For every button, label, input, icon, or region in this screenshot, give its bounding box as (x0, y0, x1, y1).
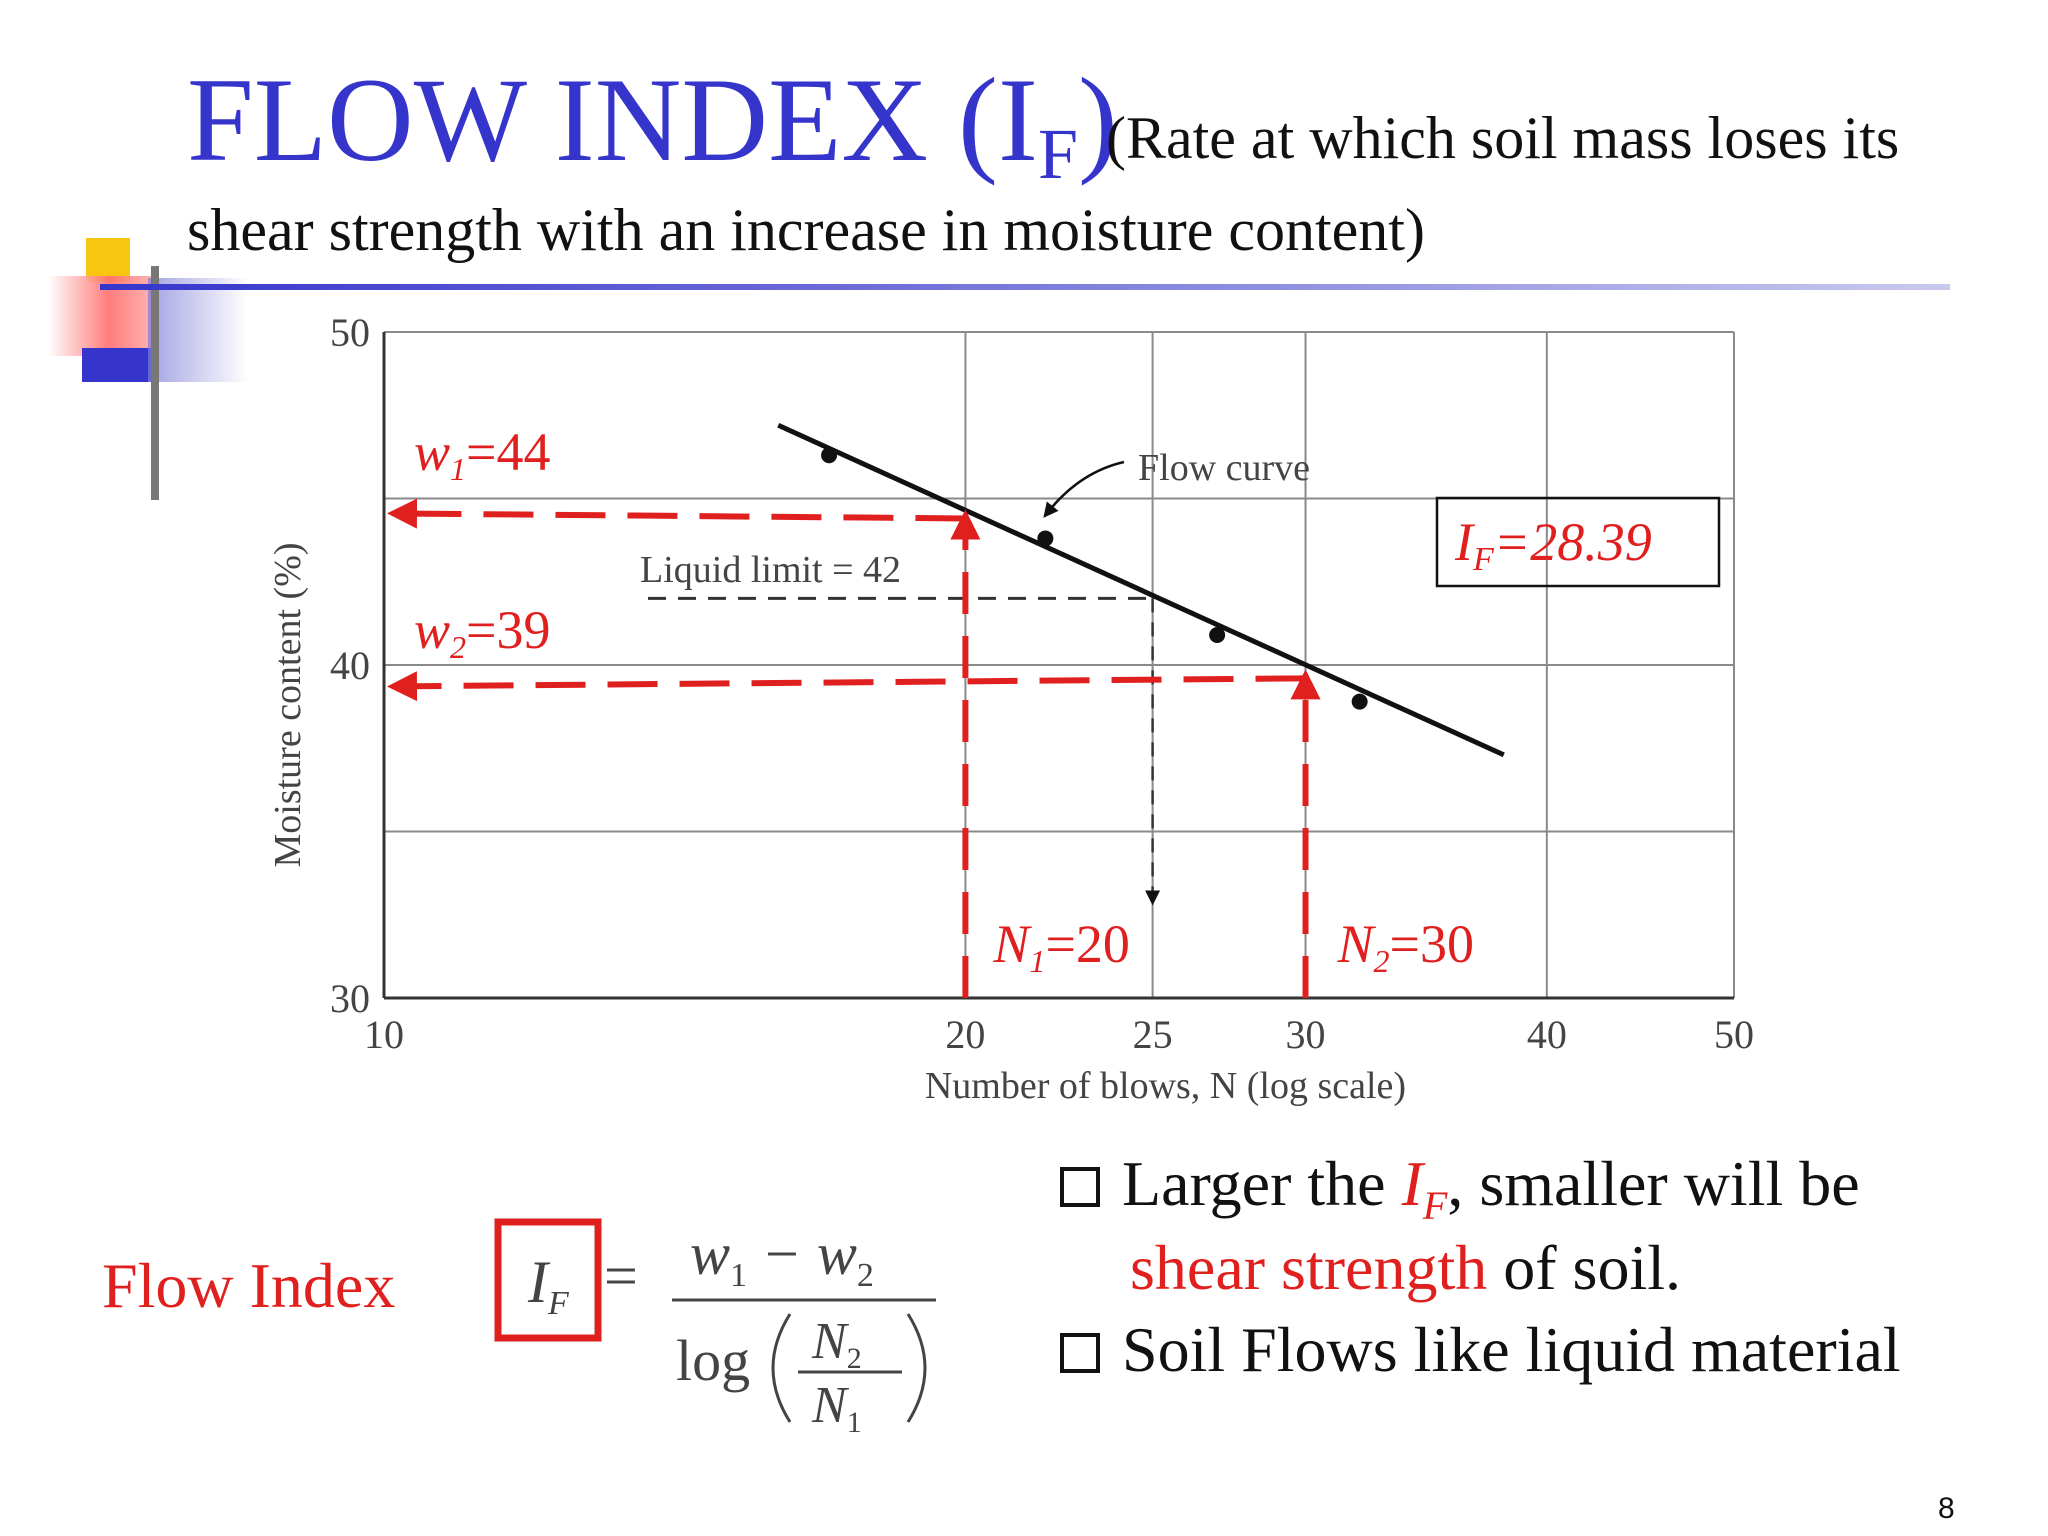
flow-index-value-box (1435, 496, 1721, 588)
data-point (1037, 530, 1054, 547)
x-tick-label: 50 (1714, 1012, 1754, 1057)
formula-equals: = (604, 1243, 638, 1309)
formula-label: Flow Index (102, 1250, 396, 1321)
x-tick-label: 10 (364, 1012, 404, 1057)
y-tick-label: 30 (330, 976, 370, 1021)
w2-horizontal-guide (387, 671, 1306, 702)
x-tick-label: 25 (1133, 1012, 1173, 1057)
curve-layer (777, 422, 1505, 758)
page-number: 8 (1938, 1492, 1955, 1525)
note-bullet-2: Soil Flows like liquid material (1060, 1318, 1901, 1382)
formula-right-paren (906, 1313, 927, 1423)
x-tick-label: 20 (945, 1012, 985, 1057)
slide-subtitle-line-2: shear strength with an increase in moist… (187, 197, 1425, 263)
data-point (1351, 693, 1368, 710)
slide-subtitle: (Rate at which soil mass loses its (1106, 105, 1900, 171)
slide-title: FLOW INDEX (IF) (187, 53, 1118, 194)
ornament-yellow-square (86, 238, 130, 282)
checkbox-bullet-icon (1060, 1333, 1100, 1373)
formula-ratio-bottom: N1 (811, 1377, 862, 1439)
ornament-vertical-bar (151, 266, 159, 500)
note-bullet-1: Larger the IF, smaller will be (1060, 1152, 1860, 1226)
ornament-blue-square (82, 348, 154, 382)
axes-layer (382, 332, 1734, 1000)
n2-label: N2=30 (1337, 914, 1475, 979)
annotation-layer: Flow curve Liquid limit = 42 w1=44 w2=39 N1=… (387, 422, 1475, 998)
formula-lhs-box (494, 1218, 602, 1342)
x-axis-label: Number of blows, N (log scale) (925, 1065, 1406, 1107)
checkbox-bullet-icon (1060, 1167, 1100, 1207)
formula-log: log (676, 1328, 750, 1393)
x-tick-label: 30 (1286, 1012, 1326, 1057)
formula-lhs: IF (527, 1249, 570, 1322)
liquid-limit-label: Liquid limit = 42 (640, 549, 901, 591)
data-point (821, 447, 838, 464)
flow-curve-line (777, 422, 1505, 758)
flow-curve-label: Flow curve (1138, 447, 1310, 489)
data-point (1209, 627, 1226, 644)
flow-curve-pointer (1043, 460, 1125, 518)
y-tick-label: 40 (330, 643, 370, 688)
formula-ratio-top: N2 (811, 1313, 862, 1375)
flow-index-value-label: IF=28.39 (1454, 512, 1652, 578)
note-bullet-1-continued: shear strength of soil. (1130, 1232, 1681, 1303)
tick-label-layer: 10 20 25 30 40 50 30 40 50 Number of blows, N (lo… (267, 310, 1754, 1107)
title-underline (100, 284, 1950, 290)
flow-index-formula: IF = w1− w2 log N2 N1 (494, 1218, 936, 1439)
formula-left-paren (771, 1313, 792, 1423)
formula-numerator: w1− w2 (690, 1221, 874, 1294)
w1-horizontal-guide (387, 498, 966, 529)
w2-label: w2=39 (414, 600, 551, 665)
x-tick-label: 40 (1527, 1012, 1567, 1057)
n1-label: N1=20 (992, 914, 1130, 979)
grid-layer (384, 331, 1735, 998)
y-tick-label: 50 (330, 310, 370, 355)
w1-label: w1=44 (414, 422, 551, 487)
ornament-blue-glow (148, 278, 248, 382)
y-axis-label: Moisture content (%) (267, 542, 309, 867)
